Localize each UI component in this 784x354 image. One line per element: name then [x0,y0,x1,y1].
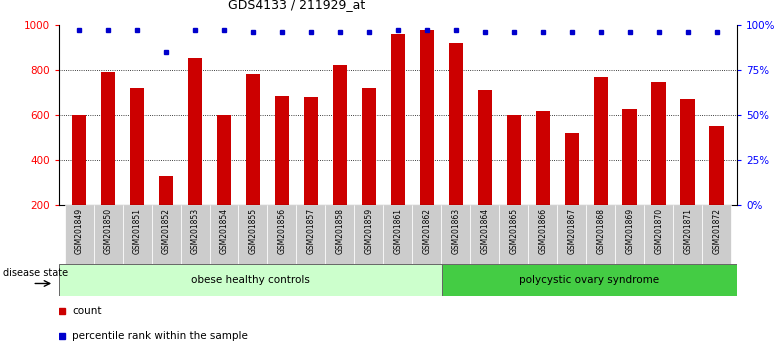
Bar [477,90,492,205]
Text: GSM201853: GSM201853 [191,208,199,255]
Text: GSM201850: GSM201850 [103,208,113,255]
Bar [506,115,521,205]
Bar [499,205,528,264]
Text: GSM201867: GSM201867 [568,208,576,255]
Bar [673,205,702,264]
Bar [615,205,644,264]
Bar [101,72,115,205]
Text: GSM201870: GSM201870 [654,208,663,255]
Bar [245,74,260,205]
Text: percentile rank within the sample: percentile rank within the sample [72,331,249,341]
Bar [448,43,463,205]
Bar [652,82,666,205]
Text: GSM201871: GSM201871 [683,208,692,254]
Text: GSM201854: GSM201854 [220,208,228,255]
Text: polycystic ovary syndrome: polycystic ovary syndrome [520,275,659,285]
Bar [702,205,731,264]
Bar [296,205,325,264]
Bar [557,205,586,264]
Bar [238,205,267,264]
Bar [151,205,180,264]
Text: GSM201865: GSM201865 [510,208,518,255]
Bar [412,205,441,264]
Bar [681,99,695,205]
Text: GSM201852: GSM201852 [162,208,171,254]
Bar [180,205,209,264]
Bar [564,133,579,205]
Bar [332,65,347,205]
Text: count: count [72,306,102,316]
Bar [593,77,608,205]
Bar [528,205,557,264]
Text: GSM201869: GSM201869 [625,208,634,255]
Text: GSM201861: GSM201861 [394,208,402,254]
Bar [59,264,442,296]
Bar [187,57,202,205]
Bar [535,110,550,205]
Text: GSM201849: GSM201849 [74,208,84,255]
Text: GSM201868: GSM201868 [597,208,605,254]
Bar [710,126,724,205]
Text: GSM201866: GSM201866 [539,208,547,255]
Bar [325,205,354,264]
Text: GSM201864: GSM201864 [481,208,489,255]
Bar [354,205,383,264]
Text: GSM201862: GSM201862 [423,208,431,254]
Bar [267,205,296,264]
Bar [130,88,144,205]
Text: GSM201863: GSM201863 [452,208,460,255]
Bar [383,205,412,264]
Bar [122,205,151,264]
Text: GSM201872: GSM201872 [712,208,721,254]
Text: GSM201859: GSM201859 [365,208,373,255]
Text: GSM201856: GSM201856 [278,208,286,255]
Bar [442,264,737,296]
Text: GSM201855: GSM201855 [249,208,257,255]
Bar [419,30,434,205]
Bar [72,115,86,205]
Bar [441,205,470,264]
Bar [644,205,673,264]
Bar [390,34,405,205]
Bar [470,205,499,264]
Bar [622,109,637,205]
Bar [274,96,289,205]
Bar [93,205,122,264]
Text: disease state: disease state [3,268,68,278]
Bar [159,176,173,205]
Text: GSM201858: GSM201858 [336,208,344,254]
Text: obese healthy controls: obese healthy controls [191,275,310,285]
Bar [216,115,231,205]
Bar [361,88,376,205]
Text: GSM201857: GSM201857 [307,208,315,255]
Bar [303,97,318,205]
Bar [64,205,93,264]
Bar [586,205,615,264]
Bar [209,205,238,264]
Text: GDS4133 / 211929_at: GDS4133 / 211929_at [227,0,365,11]
Text: GSM201851: GSM201851 [132,208,142,254]
